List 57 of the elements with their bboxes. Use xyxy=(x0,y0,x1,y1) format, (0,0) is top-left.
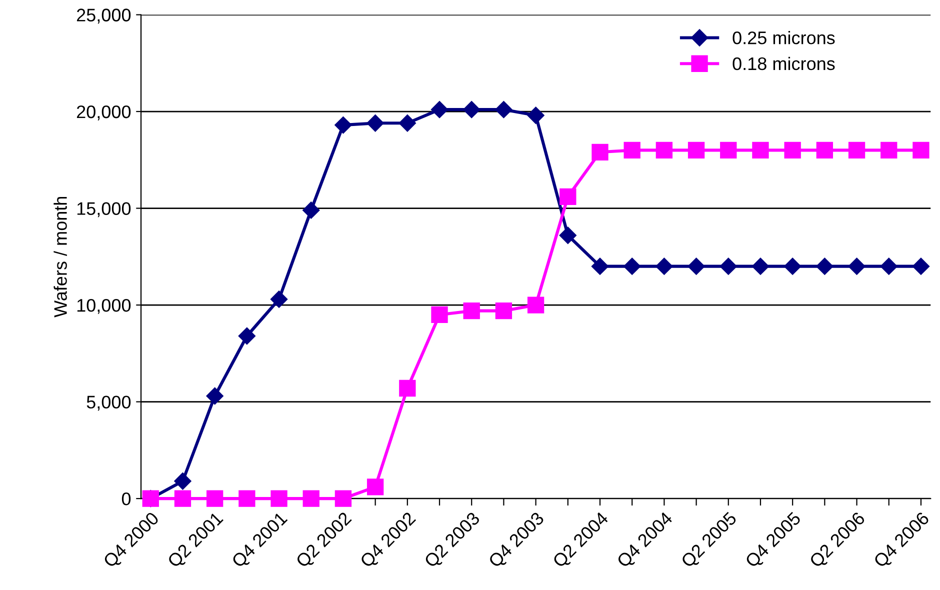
point xyxy=(816,258,834,275)
point xyxy=(366,478,384,496)
point xyxy=(174,490,192,507)
point xyxy=(688,142,705,159)
point xyxy=(656,142,673,159)
point xyxy=(302,490,320,507)
point xyxy=(463,101,480,118)
point xyxy=(560,188,576,205)
point xyxy=(206,490,224,507)
point xyxy=(591,258,609,275)
point xyxy=(720,142,737,159)
point xyxy=(398,114,416,132)
y-axis-title: Wafers / month xyxy=(54,196,67,318)
point xyxy=(238,327,256,345)
point xyxy=(912,258,930,275)
point xyxy=(816,142,834,159)
point xyxy=(880,258,898,275)
point xyxy=(430,101,448,118)
point xyxy=(527,296,544,314)
y-tick-label: 20,000 xyxy=(76,105,131,120)
point xyxy=(624,142,640,159)
point xyxy=(334,490,352,507)
point xyxy=(495,101,512,118)
legend-label: 0.25 microns xyxy=(732,31,835,44)
point xyxy=(366,114,384,132)
point xyxy=(752,142,769,159)
point xyxy=(270,290,288,308)
point xyxy=(270,490,288,507)
y-tick-label: 5,000 xyxy=(86,396,131,411)
point xyxy=(495,302,512,320)
point xyxy=(238,490,256,507)
point xyxy=(848,258,866,275)
point xyxy=(399,380,416,397)
y-tick-label: 25,000 xyxy=(76,8,131,24)
point xyxy=(431,306,448,324)
y-tick-label: 15,000 xyxy=(77,202,131,218)
point xyxy=(848,142,866,159)
point xyxy=(463,302,480,320)
point xyxy=(752,258,770,275)
point xyxy=(559,226,576,244)
point xyxy=(784,258,802,275)
point xyxy=(784,142,801,159)
point xyxy=(912,142,930,159)
point xyxy=(174,472,192,490)
y-tick-label: 0 xyxy=(122,492,131,506)
point xyxy=(624,258,641,275)
point xyxy=(688,258,705,275)
point xyxy=(592,144,608,160)
legend-label: 0.18 microns xyxy=(732,56,835,70)
point xyxy=(880,142,898,159)
point xyxy=(720,258,737,275)
point xyxy=(206,387,224,405)
point xyxy=(302,202,320,219)
y-tick-label: 10,000 xyxy=(77,298,131,314)
point xyxy=(334,116,352,134)
point xyxy=(527,106,544,124)
point xyxy=(656,258,673,275)
